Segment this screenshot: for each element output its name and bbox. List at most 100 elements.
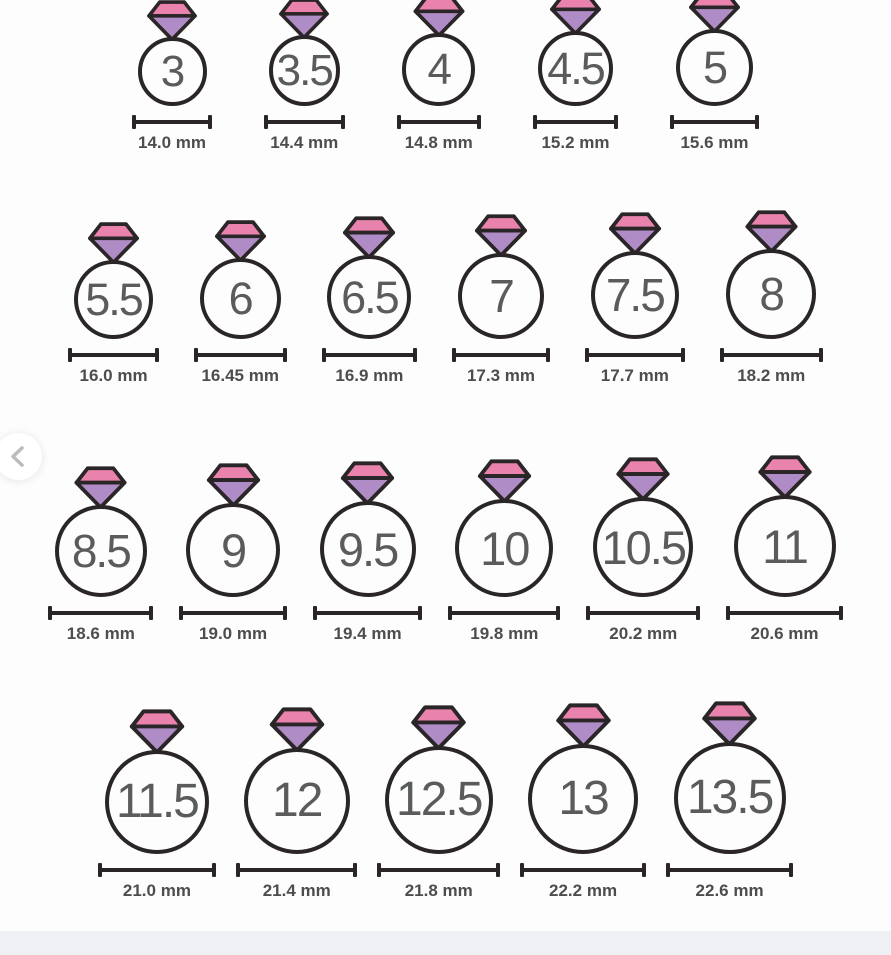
measure-cap-right: [282, 606, 287, 620]
ring-circle: 4.5: [537, 31, 613, 106]
measure-cap-right: [207, 115, 212, 129]
carousel-prev-button[interactable]: [0, 433, 42, 480]
measure-line: [179, 606, 287, 620]
measure-bar: [313, 611, 422, 615]
measure-line: [584, 348, 685, 362]
ring-size-number: 3.5: [276, 45, 334, 95]
measure-bar: [180, 611, 286, 615]
measure-line: [377, 863, 501, 877]
ring-circle: 13.5: [673, 742, 786, 854]
ring-circle: 12.5: [384, 746, 493, 854]
diamond-icon: [689, 0, 740, 34]
measure-bar: [720, 353, 822, 357]
diamond-icon: [147, 0, 197, 42]
diamond-icon: [475, 214, 527, 258]
measure-line: [193, 348, 287, 362]
diamond-icon: [340, 461, 395, 506]
measure-bar: [671, 120, 758, 124]
diamond-icon: [88, 222, 139, 265]
ring-circle: 3.5: [268, 35, 340, 106]
diameter-label: 17.3 mm: [466, 366, 535, 385]
measure-cap-right: [696, 606, 701, 620]
measure-cap-right: [340, 115, 345, 129]
ring-size-number: 13: [558, 772, 609, 825]
ring-size-number: 4: [427, 44, 453, 94]
measure-line: [68, 348, 159, 362]
measure-line: [670, 115, 759, 129]
ring-row: 5.5 16.0 mm 6 16.45 mm 6.5 16.9 mm 7 17.3 mm 7.5…: [0, 209, 891, 386]
diamond-icon: [129, 709, 185, 755]
rows-host: 3 14.0 mm 3.5 14.4 mm 4 14.8 mm 4.5 15.2 mm 5 15.…: [0, 0, 891, 901]
ring-size-number: 10: [480, 521, 530, 575]
ring-item: 3 14.0 mm: [132, 0, 212, 153]
ring-circle: 13: [528, 744, 639, 854]
ring-item: 3.5 14.4 mm: [263, 0, 345, 153]
ring-item: 11 20.6 mm: [726, 454, 843, 644]
measure-cap-right: [545, 348, 550, 362]
diameter-label: 19.0 mm: [199, 624, 268, 643]
ring-circle: 10: [455, 499, 554, 597]
measure-bar: [98, 868, 216, 872]
ring-item: 9.5 19.4 mm: [312, 460, 423, 644]
diameter-label: 22.2 mm: [549, 881, 618, 900]
ring-item: 4 14.8 mm: [396, 0, 481, 153]
measure-line: [448, 606, 561, 620]
ring-size-number: 9.5: [337, 522, 399, 576]
diamond-icon: [413, 0, 465, 38]
ring-circle: 8: [726, 249, 817, 339]
diamond-icon: [269, 707, 324, 753]
diamond-icon: [343, 216, 396, 260]
measure-cap-right: [680, 348, 685, 362]
diameter-label: 21.8 mm: [404, 881, 473, 900]
ring-row: 8.5 18.6 mm 9 19.0 mm 9.5 19.4 mm 10 19.8 mm 10.…: [0, 454, 891, 644]
ring-size-number: 5: [702, 42, 728, 93]
diamond-icon: [206, 463, 260, 508]
ring-item: 6 16.45 mm: [193, 219, 287, 386]
measure-bar: [449, 611, 560, 615]
diameter-label: 15.2 mm: [541, 133, 610, 152]
measure-bar: [666, 868, 793, 872]
diameter-label: 16.9 mm: [335, 366, 404, 385]
ring-size-number: 7: [489, 270, 515, 322]
measure-bar: [521, 868, 645, 872]
measure-line: [236, 863, 358, 877]
ring-size-number: 11.5: [115, 775, 200, 828]
measure-cap-right: [641, 863, 646, 877]
measure-cap-right: [496, 863, 501, 877]
diameter-label: 19.4 mm: [333, 624, 402, 643]
measure-bar: [378, 868, 500, 872]
measure-cap-right: [418, 606, 423, 620]
ring-size-number: 12: [272, 774, 323, 827]
measure-bar: [322, 353, 417, 357]
measure-cap-right: [149, 606, 154, 620]
ring-item: 11.5 21.0 mm: [97, 708, 217, 901]
measure-line: [726, 606, 843, 620]
ring-circle: 11: [733, 495, 836, 597]
measure-bar: [237, 868, 357, 872]
ring-circle: 9.5: [319, 501, 416, 597]
ring-item: 7 17.3 mm: [452, 213, 550, 386]
measure-bar: [69, 353, 158, 357]
diamond-icon: [550, 0, 601, 36]
diameter-label: 18.2 mm: [737, 366, 806, 385]
measure-line: [396, 115, 481, 129]
measure-cap-right: [282, 348, 287, 362]
measure-cap-right: [556, 606, 561, 620]
ring-circle: 11.5: [104, 750, 209, 854]
measure-line: [586, 606, 701, 620]
ring-item: 8 18.2 mm: [719, 209, 823, 386]
ring-circle: 6.5: [327, 255, 412, 339]
measure-bar: [264, 120, 344, 124]
diamond-icon: [608, 212, 661, 256]
diamond-icon: [745, 210, 798, 254]
ring-row: 3 14.0 mm 3.5 14.4 mm 4 14.8 mm 4.5 15.2 mm 5 15.…: [0, 0, 891, 153]
diameter-label: 22.6 mm: [695, 881, 764, 900]
diameter-label: 14.0 mm: [137, 133, 207, 152]
ring-circle: 5.5: [74, 260, 154, 339]
measure-cap-right: [614, 115, 619, 129]
measure-line: [263, 115, 345, 129]
measure-line: [312, 606, 423, 620]
measure-bar: [49, 611, 153, 615]
diamond-icon: [757, 455, 812, 500]
